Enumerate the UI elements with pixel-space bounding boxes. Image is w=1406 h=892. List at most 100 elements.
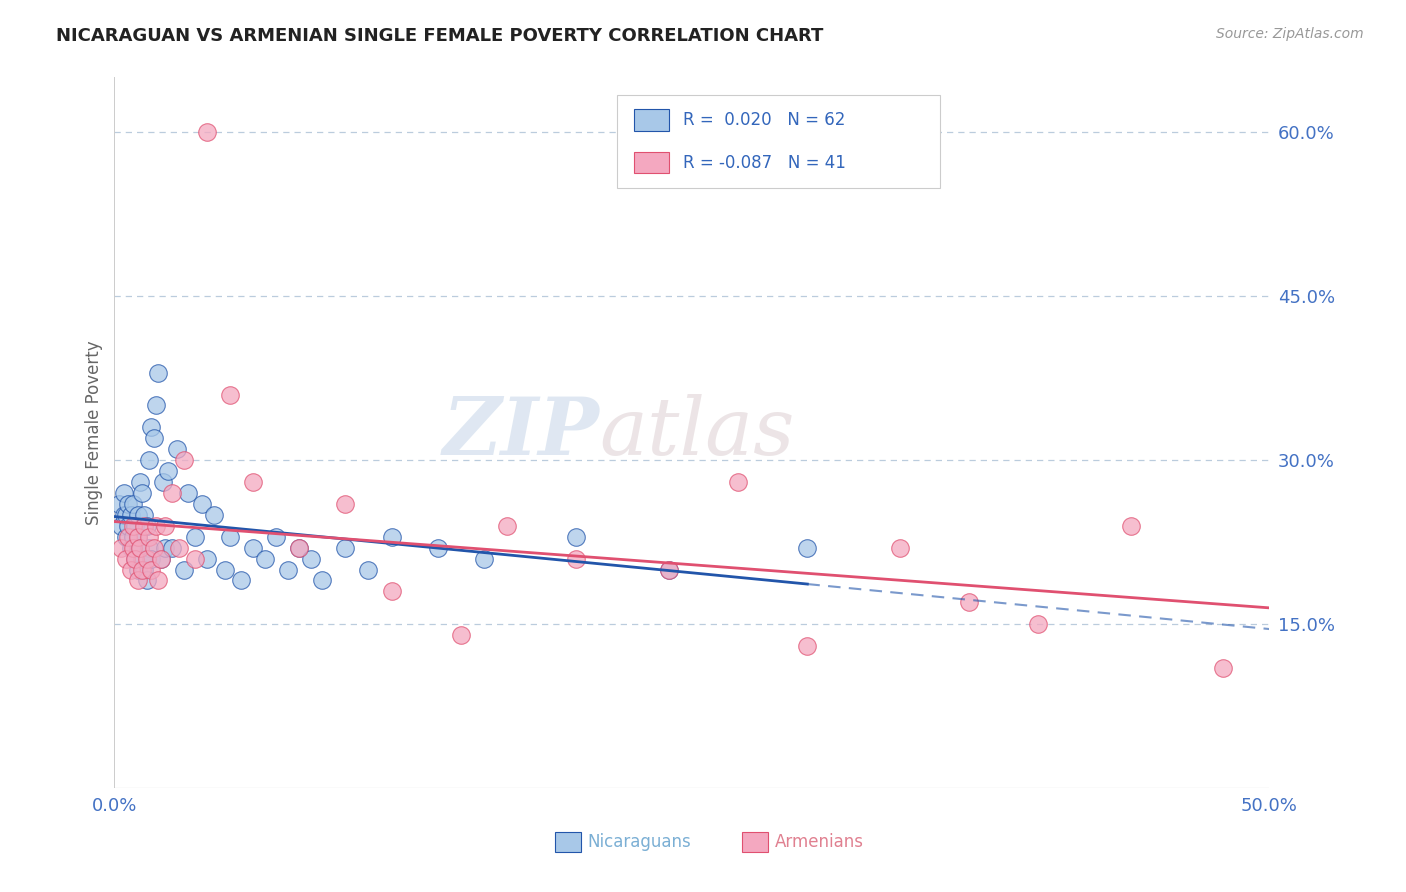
Text: Armenians: Armenians <box>775 833 863 851</box>
Point <box>141 551 163 566</box>
Point <box>124 551 146 566</box>
Point <box>184 530 207 544</box>
Point <box>122 497 145 511</box>
Point <box>110 518 132 533</box>
Point <box>148 366 170 380</box>
Point <box>131 551 153 566</box>
Point <box>152 475 174 489</box>
Point <box>160 541 183 555</box>
Point <box>231 574 253 588</box>
Point <box>134 508 156 522</box>
Point <box>138 453 160 467</box>
Point <box>138 530 160 544</box>
Point <box>160 486 183 500</box>
Point <box>122 518 145 533</box>
Point <box>242 541 264 555</box>
Point <box>131 562 153 576</box>
Point <box>142 541 165 555</box>
Point <box>167 541 190 555</box>
Point <box>141 420 163 434</box>
Point <box>957 595 980 609</box>
Point <box>135 574 157 588</box>
Point <box>155 541 177 555</box>
Text: ZIP: ZIP <box>443 394 599 472</box>
Point <box>202 508 225 522</box>
Point <box>122 541 145 555</box>
Point <box>127 562 149 576</box>
Point <box>120 541 142 555</box>
Y-axis label: Single Female Poverty: Single Female Poverty <box>86 341 103 525</box>
Point <box>173 562 195 576</box>
Point <box>155 518 177 533</box>
Point <box>727 475 749 489</box>
Point <box>149 551 172 566</box>
Point <box>117 518 139 533</box>
Point <box>149 551 172 566</box>
Point <box>1119 518 1142 533</box>
Point <box>142 431 165 445</box>
Point <box>195 125 218 139</box>
Point <box>219 387 242 401</box>
Point <box>145 399 167 413</box>
Point <box>138 541 160 555</box>
Point <box>242 475 264 489</box>
FancyBboxPatch shape <box>634 110 669 131</box>
Point <box>796 541 818 555</box>
Point <box>115 508 138 522</box>
Point <box>565 551 588 566</box>
Text: R = -0.087   N = 41: R = -0.087 N = 41 <box>683 153 845 172</box>
Point <box>112 486 135 500</box>
Point <box>288 541 311 555</box>
Point <box>112 508 135 522</box>
Point <box>110 541 132 555</box>
Point <box>1212 661 1234 675</box>
Point <box>117 497 139 511</box>
Point <box>565 530 588 544</box>
Point <box>135 518 157 533</box>
Point <box>115 551 138 566</box>
Point <box>335 541 357 555</box>
Point <box>173 453 195 467</box>
Point <box>124 551 146 566</box>
Text: Source: ZipAtlas.com: Source: ZipAtlas.com <box>1216 27 1364 41</box>
Point <box>195 551 218 566</box>
Point <box>134 562 156 576</box>
Point <box>127 508 149 522</box>
Point <box>128 541 150 555</box>
Point <box>134 518 156 533</box>
Point <box>426 541 449 555</box>
Point <box>191 497 214 511</box>
Point <box>166 442 188 457</box>
Point <box>335 497 357 511</box>
Point <box>796 639 818 653</box>
Point <box>496 518 519 533</box>
Point <box>127 574 149 588</box>
Point <box>1026 617 1049 632</box>
Point <box>135 551 157 566</box>
Point <box>156 464 179 478</box>
Point <box>658 562 681 576</box>
Point <box>658 562 681 576</box>
Point <box>117 530 139 544</box>
Point <box>288 541 311 555</box>
Point <box>177 486 200 500</box>
Point <box>115 530 138 544</box>
Point <box>357 562 380 576</box>
Point <box>184 551 207 566</box>
Point <box>108 497 131 511</box>
Point <box>311 574 333 588</box>
Point <box>124 518 146 533</box>
Point <box>472 551 495 566</box>
Point <box>381 584 404 599</box>
Point <box>219 530 242 544</box>
Point <box>120 562 142 576</box>
Point <box>141 562 163 576</box>
Point <box>131 486 153 500</box>
Text: Nicaraguans: Nicaraguans <box>588 833 692 851</box>
Point <box>122 530 145 544</box>
FancyBboxPatch shape <box>634 152 669 173</box>
Point <box>128 475 150 489</box>
Point <box>889 541 911 555</box>
Text: R =  0.020   N = 62: R = 0.020 N = 62 <box>683 112 845 129</box>
FancyBboxPatch shape <box>617 95 941 187</box>
